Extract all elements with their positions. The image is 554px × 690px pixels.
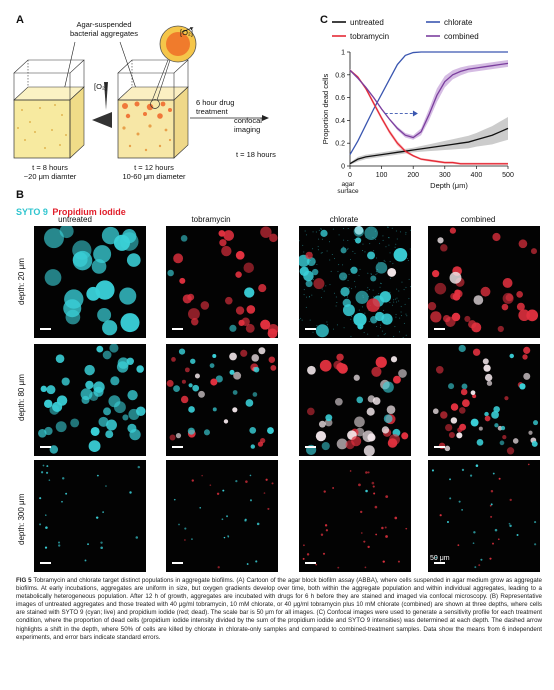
scale-bar [305,328,316,330]
micrograph-tobramycin-80um [166,344,278,456]
micrograph-tobramycin-20um [166,226,278,338]
x-tick-label: 200 [407,172,419,179]
series-line-chlorate [349,51,508,155]
imaging-label: confocal imaging [234,116,262,134]
x-tick-label: 100 [376,172,388,179]
x-tick-label: 0 [348,172,352,179]
box1-caption: t = 8 hours ~20 μm diamter [10,163,90,181]
y-tick-label: 0.2 [335,141,345,148]
drug-treatment-label: 6 hour drug treatment [196,98,234,116]
agar-surface-label-line1: agar [341,181,355,188]
x-tick-label: 400 [471,172,483,179]
micrograph-chlorate-20um [299,226,411,338]
micrograph-untreated-80um [34,344,146,456]
o2-label: [O₂] [94,82,107,91]
series-line-combined [349,62,509,139]
micrograph-combined-300um [428,460,540,572]
o2-gradient-arrow [104,82,108,110]
stain-propidium-iodide: Propidium iodide [52,207,126,217]
imaging-line1: confocal [234,116,262,125]
x-tick-label: 300 [439,172,451,179]
agar-surface-label-line2: surface [337,188,359,195]
error-band-untreated [350,116,508,165]
scale-bar [172,562,183,564]
chart-labels: 0 100 200 300 400 500 0 0.2 0.4 0.6 0.8 1 Depth (μm)… [321,50,514,196]
panel-a-letter: A [16,14,24,26]
imaging-line2: imaging [234,125,261,134]
chart-annotation [384,110,418,117]
y-tick-label: 0 [341,164,345,171]
scale-bar [305,446,316,448]
box2-caption: t = 12 hours 10-60 μm diameter [112,163,196,181]
micrograph-chlorate-80um [299,344,411,456]
gradient-triangle [92,112,112,128]
box2-size: 10-60 μm diameter [122,172,186,181]
aggregates-label-line2: bacterial aggregates [70,29,138,38]
scale-bar [40,446,51,448]
chart-legend: untreated chlorate tobramycin combined [332,18,479,41]
scale-bar [172,328,183,330]
box1-time: t = 8 hours [32,163,68,172]
scale-bar [434,328,445,330]
row-label-20um: depth: 20 μm [17,258,26,305]
x-axis-title: Depth (μm) [430,181,468,190]
legend-label-untreated: untreated [350,18,384,27]
panel-a-cartoon [13,25,269,159]
series-line-tobramycin [349,69,508,165]
scale-bar [434,562,445,564]
panel-b-letter: B [16,189,24,201]
chart-error-bands [350,59,508,165]
y-tick-label: 1 [341,50,345,57]
box2-time: t = 12 hours [134,163,174,172]
column-title-untreated: untreated [58,215,92,224]
figure-caption-text: Tobramycin and chlorate target distinct … [16,577,542,641]
aggregate-inset [159,25,197,63]
micrograph-chlorate-300um [299,460,411,572]
scale-bar-label: 50 μm [430,555,450,562]
error-band-combined [350,59,508,140]
micrograph-combined-80um [428,344,540,456]
column-title-combined: combined [460,215,496,224]
scale-bar [434,446,445,448]
scale-bar [40,562,51,564]
chart-lines [349,51,509,165]
dashed-arrow-head [412,110,418,117]
y-axis-title: Proportion dead cells [321,74,330,145]
micrograph-tobramycin-300um [166,460,278,572]
figure-number: FIG 5 [16,577,32,584]
y-tick-label: 0.4 [335,118,345,125]
micrograph-combined-20um [428,226,540,338]
stain-syto9: SYTO 9 [16,207,48,217]
legend-label-combined: combined [444,32,479,41]
scale-bar [172,446,183,448]
row-label-80um: depth: 80 μm [17,374,26,421]
o2-label-inset: [O₂] [180,28,193,37]
y-tick-label: 0.8 [335,72,345,79]
agar-box-8h [13,59,85,159]
micrograph-untreated-20um [34,226,146,338]
figure-caption: FIG 5 Tobramycin and chlorate target dis… [16,577,542,642]
legend-label-chlorate: chlorate [444,18,473,27]
drug-line2: treatment [196,107,228,116]
scale-bar [305,562,316,564]
aggregates-label-line1: Agar-suspended [76,20,132,29]
aggregates-label: Agar-suspended bacterial aggregates [44,20,164,38]
stain-legend: SYTO 9 Propidium iodide [16,202,126,220]
agar-box-12h [117,59,189,159]
box1-size: ~20 μm diamter [23,172,77,181]
y-tick-label: 0.6 [335,95,345,102]
legend-label-tobramycin: tobramycin [350,32,389,41]
drug-line1: 6 hour drug [196,98,235,107]
x-tick-label: 500 [502,172,514,179]
column-title-tobramycin: tobramycin [191,215,231,224]
panel-c-letter: C [320,14,328,26]
final-time-label: t = 18 hours [236,150,276,159]
column-title-chlorate: chlorate [329,215,359,224]
row-label-300um: depth: 300 μm [17,493,26,545]
scale-bar [40,328,51,330]
series-line-untreated [349,127,509,165]
micrograph-untreated-300um [34,460,146,572]
